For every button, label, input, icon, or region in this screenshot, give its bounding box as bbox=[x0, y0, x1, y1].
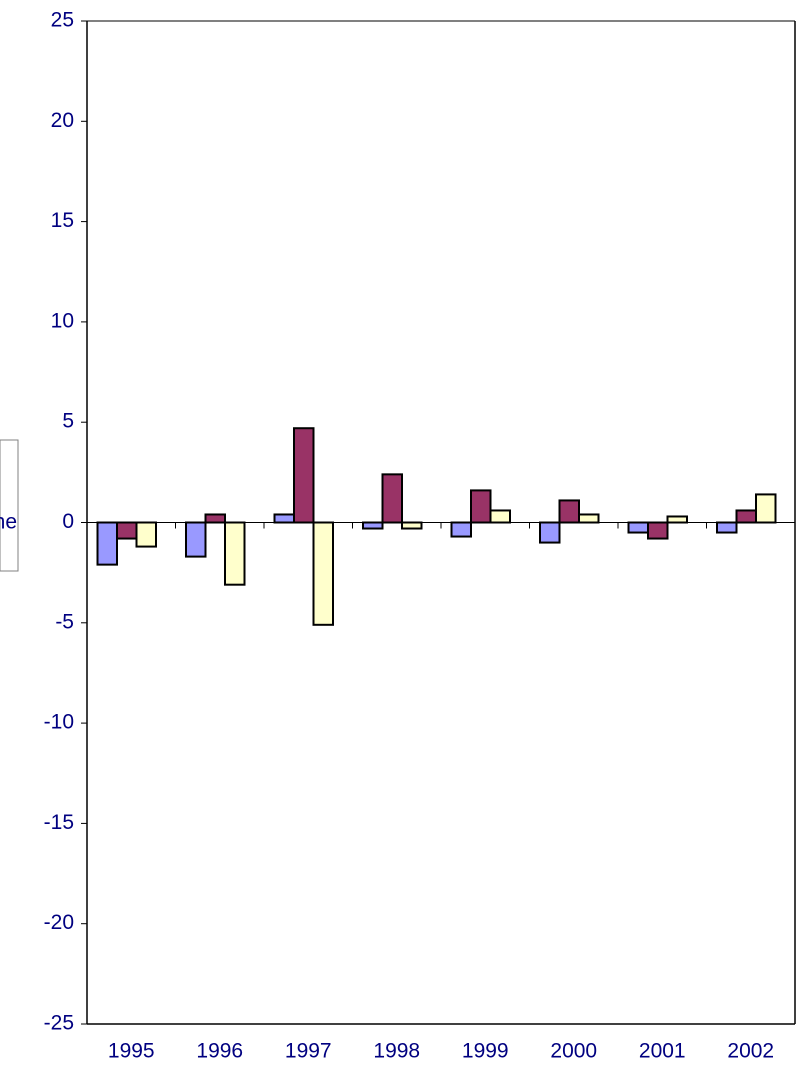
x-tick-label: 2000 bbox=[550, 1040, 597, 1063]
bar bbox=[755, 493, 777, 524]
bar bbox=[381, 473, 403, 524]
bar bbox=[735, 509, 757, 524]
x-tick-label: 1998 bbox=[373, 1040, 420, 1063]
y-tick-label: -5 bbox=[55, 610, 74, 633]
y-tick-label: 20 bbox=[51, 109, 74, 132]
bar bbox=[666, 515, 688, 524]
bar bbox=[293, 427, 315, 524]
bar bbox=[312, 521, 334, 626]
bar bbox=[647, 521, 669, 540]
legend-label: ne bbox=[0, 511, 17, 534]
y-tick-label: -20 bbox=[44, 911, 74, 934]
x-tick-label: 1996 bbox=[196, 1040, 243, 1063]
x-tick-label: 2002 bbox=[727, 1040, 774, 1063]
x-tick-label: 1999 bbox=[462, 1040, 509, 1063]
bar bbox=[273, 513, 295, 524]
bar bbox=[224, 521, 246, 586]
y-tick-label: 10 bbox=[51, 309, 74, 332]
bar bbox=[116, 521, 138, 540]
bar bbox=[96, 521, 118, 566]
bar bbox=[558, 499, 580, 524]
y-tick-label: -15 bbox=[44, 811, 74, 834]
x-tick-label: 1995 bbox=[108, 1040, 155, 1063]
legend-box bbox=[0, 439, 19, 572]
bar bbox=[204, 513, 226, 524]
bar bbox=[489, 509, 511, 524]
bar bbox=[627, 521, 649, 534]
bar bbox=[716, 521, 738, 534]
bar bbox=[539, 521, 561, 544]
bar bbox=[470, 489, 492, 524]
y-tick-label: -25 bbox=[44, 1012, 74, 1035]
y-tick-label: -10 bbox=[44, 711, 74, 734]
bar bbox=[578, 513, 600, 524]
y-tick-label: 25 bbox=[51, 9, 74, 32]
y-tick-label: 15 bbox=[51, 209, 74, 232]
x-tick-label: 1997 bbox=[285, 1040, 332, 1063]
y-tick-label: 0 bbox=[62, 510, 74, 533]
y-tick-label: 5 bbox=[62, 410, 74, 433]
bar bbox=[362, 521, 384, 530]
bar bbox=[135, 521, 157, 548]
x-tick-label: 2001 bbox=[639, 1040, 686, 1063]
bar bbox=[185, 521, 207, 558]
bar bbox=[401, 521, 423, 530]
bar bbox=[450, 521, 472, 538]
